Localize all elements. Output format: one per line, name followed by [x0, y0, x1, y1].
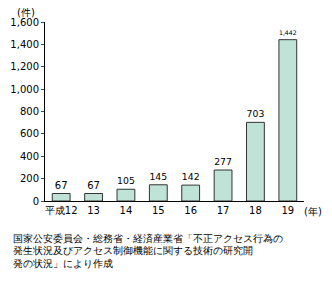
svg-text:67: 67	[55, 180, 68, 191]
svg-text:平成12: 平成12	[45, 205, 78, 216]
svg-text:1,600: 1,600	[10, 17, 39, 28]
svg-text:800: 800	[20, 106, 39, 117]
svg-text:0: 0	[33, 196, 39, 207]
svg-text:19: 19	[281, 205, 294, 216]
svg-text:277: 277	[214, 156, 232, 167]
svg-text:17: 17	[217, 205, 230, 216]
svg-text:1,400: 1,400	[10, 39, 39, 50]
svg-text:1,442: 1,442	[279, 29, 297, 36]
svg-text:18: 18	[249, 205, 262, 216]
svg-text:105: 105	[117, 175, 135, 186]
svg-text:1,200: 1,200	[10, 61, 39, 72]
svg-text:67: 67	[87, 180, 100, 191]
svg-text:14: 14	[120, 205, 133, 216]
svg-text:703: 703	[247, 108, 265, 119]
svg-text:16: 16	[184, 205, 197, 216]
svg-text:145: 145	[149, 171, 167, 182]
svg-text:600: 600	[20, 128, 39, 139]
svg-text:15: 15	[152, 205, 165, 216]
svg-text:142: 142	[182, 171, 200, 182]
svg-text:13: 13	[87, 205, 100, 216]
svg-text:国家公安委員会・総務省・経済産業省「不正アクセス行為の発生状: 国家公安委員会・総務省・経済産業省「不正アクセス行為の発生状況及びアクセス制御機…	[13, 233, 283, 269]
svg-text:(年): (年)	[304, 206, 322, 217]
svg-text:(件): (件)	[17, 7, 35, 18]
svg-text:200: 200	[20, 173, 39, 184]
svg-text:400: 400	[20, 151, 39, 162]
svg-text:1,000: 1,000	[10, 84, 39, 95]
